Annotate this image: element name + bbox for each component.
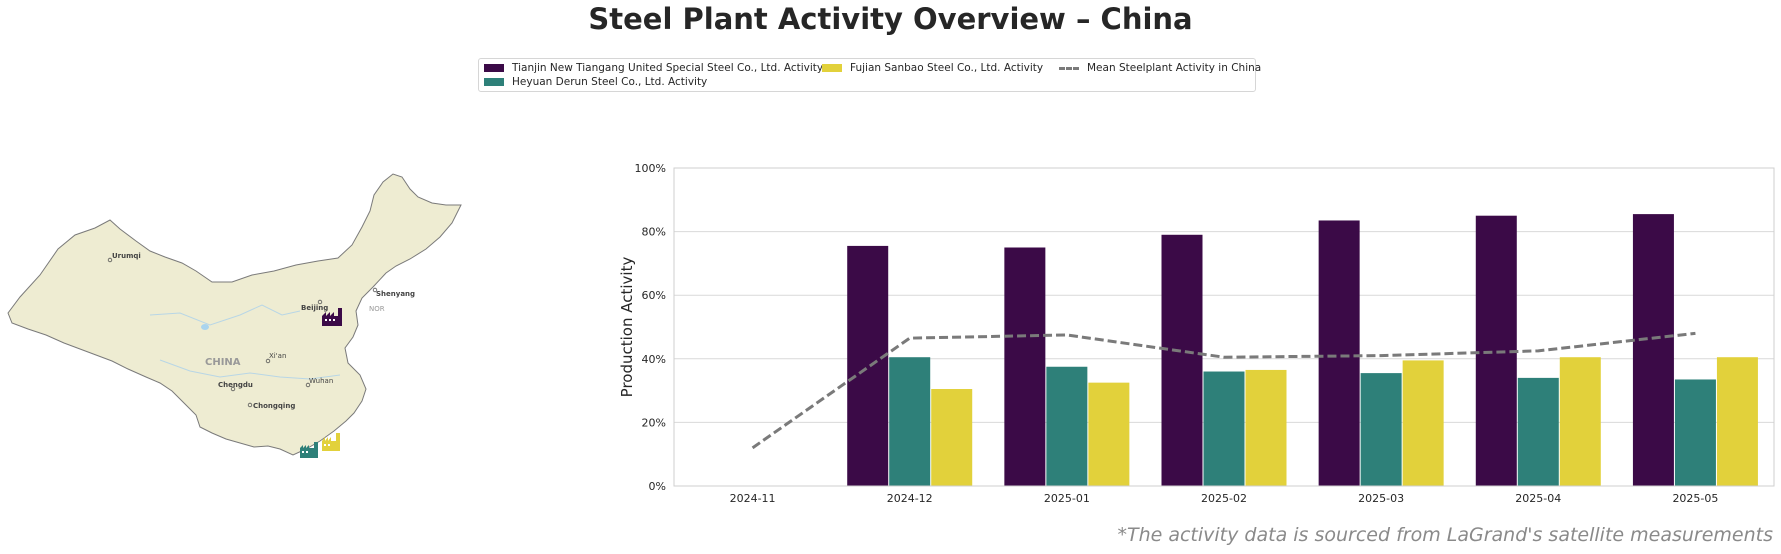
x-tick-label: 2025-05	[1672, 492, 1718, 505]
china-map: Urumqi Beijing Shenyang NOR Xi'an CHINA …	[7, 173, 462, 458]
source-note: *The activity data is sourced from LaGra…	[1117, 524, 1773, 546]
city-label: Wuhan	[309, 377, 333, 385]
bar-1-2025-02	[1161, 234, 1203, 486]
x-tick-label: 2024-11	[730, 492, 776, 505]
bar-3-2025-01	[1088, 382, 1130, 486]
legend-item-tianjin: Tianjin New Tiangang United Special Stee…	[484, 62, 823, 74]
city-label: Xi'an	[269, 352, 286, 360]
y-tick-label: 0%	[649, 480, 666, 493]
bars	[847, 214, 1758, 487]
y-axis: 0% 20% 40% 60% 80% 100%	[635, 162, 666, 493]
y-tick-label: 80%	[642, 226, 666, 239]
x-tick-label: 2025-03	[1358, 492, 1404, 505]
bar-2-2024-12	[889, 357, 931, 486]
bar-2-2025-01	[1046, 366, 1088, 486]
bar-2-2025-05	[1674, 379, 1716, 486]
city-urumqi: Urumqi	[107, 252, 141, 263]
legend-swatch-heyuan	[484, 78, 504, 86]
bar-3-2025-03	[1402, 360, 1444, 486]
activity-chart: 0% 20% 40% 60% 80% 100% 2024-11 2024-12 2025-01…	[618, 162, 1775, 505]
city-label: Chongqing	[253, 402, 295, 410]
region-label: NOR	[369, 305, 385, 313]
bar-3-2025-05	[1716, 357, 1758, 486]
legend-label-heyuan: Heyuan Derun Steel Co., Ltd. Activity	[512, 76, 708, 88]
legend-item-heyuan: Heyuan Derun Steel Co., Ltd. Activity	[484, 76, 707, 88]
bar-3-2025-02	[1245, 369, 1287, 486]
x-tick-label: 2025-01	[1044, 492, 1090, 505]
plot-frame	[673, 167, 1775, 487]
lake	[201, 324, 209, 330]
chart-title: Steel Plant Activity Overview – China	[588, 2, 1193, 36]
city-chongqing: Chongqing	[247, 402, 295, 410]
city-dot	[305, 382, 311, 388]
y-tick-label: 60%	[642, 289, 666, 302]
y-tick-label: 20%	[642, 416, 666, 429]
legend: Tianjin New Tiangang United Special Stee…	[478, 58, 1261, 92]
legend-dash-mean	[1059, 66, 1079, 70]
bar-1-2025-03	[1318, 220, 1360, 486]
x-tick-label: 2025-04	[1515, 492, 1561, 505]
bar-1-2025-05	[1632, 214, 1674, 487]
legend-item-mean: Mean Steelplant Activity in China	[1059, 62, 1261, 74]
legend-label-mean: Mean Steelplant Activity in China	[1087, 62, 1262, 74]
china-landmass	[7, 173, 462, 456]
country-label: CHINA	[205, 357, 241, 368]
city-dot	[247, 402, 253, 408]
city-dot	[317, 299, 323, 305]
bar-1-2025-01	[1004, 247, 1046, 486]
city-dot	[372, 287, 378, 293]
bar-2-2025-02	[1203, 371, 1245, 486]
city-chengdu: Chengdu	[218, 381, 253, 392]
city-wuhan: Wuhan	[305, 377, 333, 388]
bar-3-2025-04	[1559, 357, 1601, 486]
city-label: Shenyang	[376, 290, 415, 298]
mean-line	[751, 331, 1696, 450]
city-label: Beijing	[301, 304, 328, 312]
mean-line-path	[751, 331, 1696, 450]
city-beijing: Beijing	[301, 299, 328, 312]
legend-swatch-tianjin	[484, 64, 504, 72]
city-dot	[230, 386, 236, 392]
legend-label-fujian: Fujian Sanbao Steel Co., Ltd. Activity	[850, 62, 1044, 74]
city-label: Chengdu	[218, 381, 253, 389]
legend-label-tianjin: Tianjin New Tiangang United Special Stee…	[512, 62, 824, 74]
y-axis-label: Production Activity	[618, 257, 636, 398]
river-yangtze	[159, 359, 341, 380]
legend-swatch-fujian	[822, 64, 842, 72]
city-shenyang: Shenyang	[372, 287, 415, 298]
bar-2-2025-04	[1517, 377, 1559, 486]
fujian-plant-icon	[322, 433, 340, 451]
bar-1-2024-12	[847, 245, 889, 486]
y-tick-label: 100%	[635, 162, 666, 175]
city-dot	[107, 257, 113, 263]
city-label: Urumqi	[112, 252, 141, 260]
y-tick-label: 40%	[642, 353, 666, 366]
city-xian: Xi'an	[265, 352, 286, 364]
river-yellow	[149, 304, 301, 326]
tianjin-plant-icon	[322, 308, 342, 326]
bar-2-2025-03	[1360, 373, 1402, 486]
city-dot	[265, 358, 271, 364]
x-tick-label: 2025-02	[1201, 492, 1247, 505]
bar-3-2024-12	[931, 389, 973, 486]
heyuan-plant-icon	[300, 442, 318, 458]
legend-item-fujian: Fujian Sanbao Steel Co., Ltd. Activity	[822, 62, 1043, 74]
x-tick-label: 2024-12	[887, 492, 933, 505]
x-axis: 2024-11 2024-12 2025-01 2025-02 2025-03 2025-…	[730, 492, 1719, 505]
